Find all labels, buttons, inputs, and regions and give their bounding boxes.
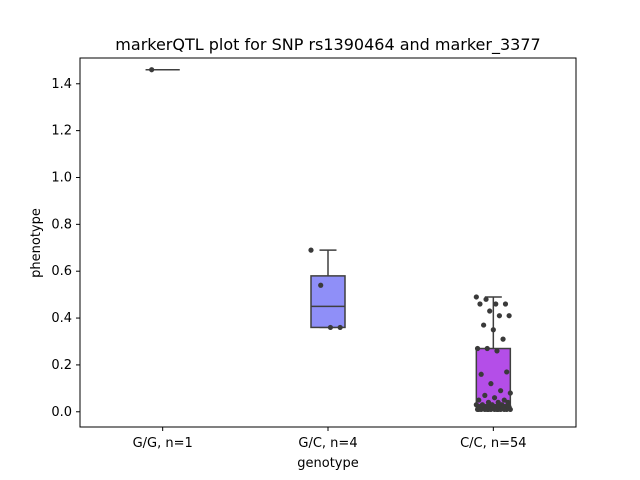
box-group [308, 247, 346, 331]
data-point [493, 301, 499, 307]
data-point [308, 247, 314, 253]
data-point [473, 294, 479, 300]
data-point [484, 345, 490, 352]
data-point [477, 301, 483, 307]
box-group [473, 294, 513, 413]
y-tick-label: 0.4 [51, 311, 72, 326]
data-point [507, 390, 513, 396]
data-point [500, 336, 506, 342]
data-point [491, 395, 498, 401]
data-point [476, 397, 482, 403]
data-point [494, 348, 500, 354]
y-tick-label: 1.0 [51, 170, 72, 185]
data-point [506, 313, 512, 319]
data-point [496, 313, 503, 319]
data-point [495, 406, 501, 413]
chart-title: markerQTL plot for SNP rs1390464 and mar… [115, 35, 540, 55]
data-point [474, 345, 481, 352]
data-point [481, 322, 487, 328]
data-point [488, 381, 494, 387]
x-axis: G/G, n=1 G/C, n=4 C/C, n=54 [133, 427, 527, 451]
data-point [491, 406, 498, 413]
x-tick-label: C/C, n=54 [460, 436, 526, 451]
y-axis: 0.0 0.2 0.4 0.6 0.8 1.0 1.2 1.4 [51, 77, 80, 420]
x-axis-label: genotype [297, 456, 358, 471]
y-tick-label: 0.0 [51, 405, 72, 420]
data-point [485, 406, 492, 413]
data-point [483, 296, 489, 302]
data-point [502, 301, 509, 307]
data-point [501, 406, 507, 413]
data-point [149, 67, 155, 73]
data-point [487, 308, 493, 314]
x-tick-label: G/G, n=1 [133, 436, 193, 451]
data-point [507, 406, 513, 413]
box-group [145, 67, 180, 73]
data-point [482, 406, 488, 413]
data-point [498, 388, 504, 394]
data-point [327, 324, 334, 331]
data-point [482, 392, 488, 398]
box [310, 275, 346, 329]
data-point [505, 399, 511, 405]
y-axis-label: phenotype [29, 208, 44, 278]
y-tick-label: 0.2 [51, 358, 72, 373]
y-tick-label: 1.4 [51, 77, 72, 92]
data-point [337, 324, 343, 331]
x-tick-label: G/C, n=4 [298, 436, 357, 451]
y-tick-label: 0.8 [51, 217, 72, 232]
data-point [476, 406, 482, 413]
data-point [478, 371, 484, 377]
y-tick-label: 1.2 [51, 124, 72, 139]
data-point [490, 327, 496, 333]
box-groups [145, 67, 513, 413]
y-tick-label: 0.6 [51, 264, 72, 279]
data-point [318, 282, 324, 288]
data-point [504, 369, 510, 375]
